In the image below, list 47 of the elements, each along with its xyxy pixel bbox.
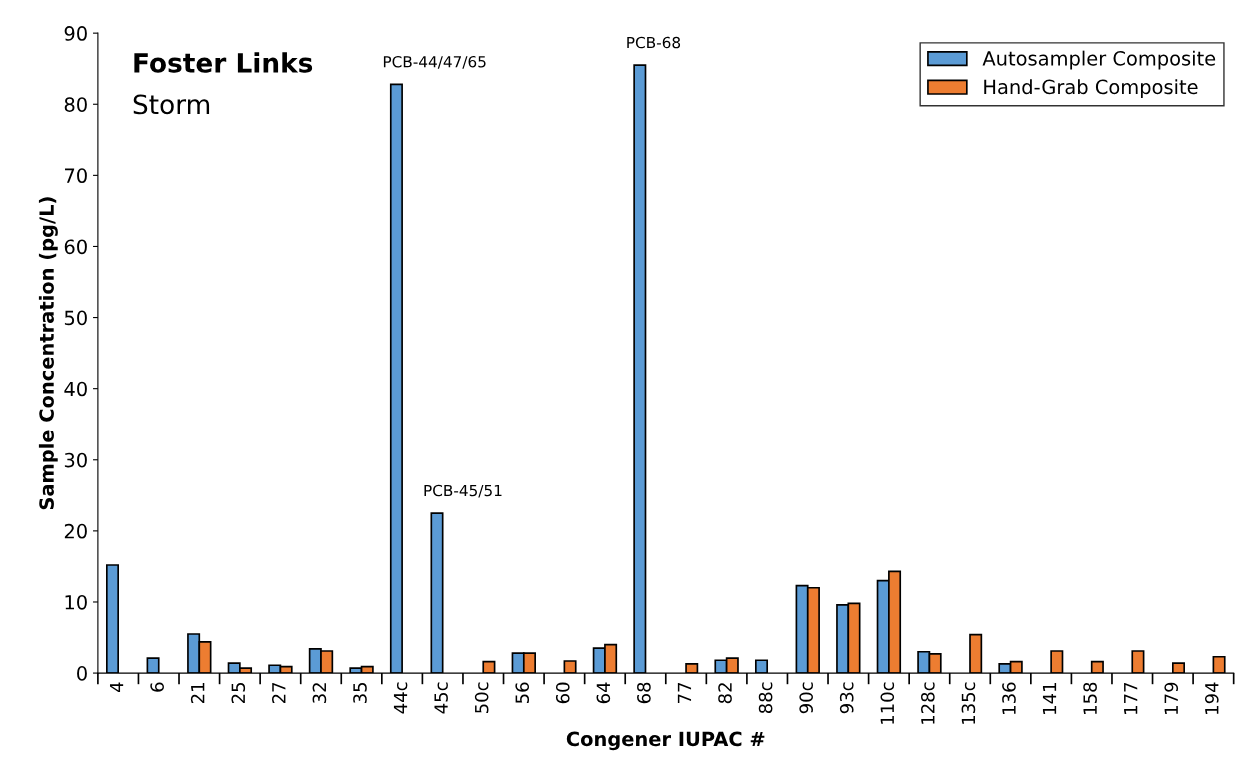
x-tick-label: 27 bbox=[272, 682, 286, 704]
x-tick-label: 128c bbox=[921, 682, 935, 724]
y-tick-label: 20 bbox=[64, 523, 87, 539]
x-tick-label: 110c bbox=[880, 682, 895, 724]
x-tick-label: 56 bbox=[515, 682, 530, 703]
annotation: PCB-68 bbox=[627, 36, 681, 49]
y-tick-label: 10 bbox=[65, 594, 87, 610]
x-tick-label: 35 bbox=[353, 682, 367, 704]
x-tick-label: 90c bbox=[799, 682, 813, 714]
text: Storm bbox=[133, 94, 210, 115]
x-tick-label: 136 bbox=[1002, 682, 1016, 714]
x-axis-title: Congener IUPAC # bbox=[566, 731, 765, 751]
x-tick-label: 4 bbox=[109, 682, 124, 693]
y-tick-label: 80 bbox=[64, 97, 87, 112]
x-tick-label: 50c bbox=[474, 682, 489, 713]
x-tick-label: 194 bbox=[1204, 682, 1219, 714]
x-tick-label: 179 bbox=[1164, 682, 1179, 714]
y-tick-label: 50 bbox=[64, 310, 87, 326]
x-tick-label: 93c bbox=[839, 682, 854, 714]
x-tick-label: 158 bbox=[1083, 682, 1097, 714]
annotation: PCB-45/51 bbox=[424, 484, 502, 498]
x-tick-label: 45c bbox=[434, 682, 448, 714]
legend-label: Autosampler Composite bbox=[982, 50, 1216, 70]
x-tick-label: 6 bbox=[150, 682, 164, 692]
x-tick-label: 64 bbox=[596, 682, 611, 704]
text: Foster Links bbox=[134, 52, 313, 73]
x-tick-label: 25 bbox=[231, 682, 246, 704]
x-tick-label: 82 bbox=[718, 683, 732, 704]
x-tick-label: 177 bbox=[1124, 682, 1138, 714]
x-tick-label: 135c bbox=[961, 682, 976, 724]
x-tick-label: 60 bbox=[555, 682, 570, 704]
y-tick-label: 70 bbox=[65, 168, 87, 184]
x-tick-label: 21 bbox=[190, 683, 205, 704]
x-tick-label: 77 bbox=[677, 682, 692, 703]
x-tick-label: 141 bbox=[1042, 683, 1057, 714]
y-tick-label: 60 bbox=[64, 239, 87, 255]
y-tick-label: 40 bbox=[64, 381, 87, 397]
y-tick-label: 90 bbox=[64, 26, 87, 41]
annotation: PCB-44/47/65 bbox=[383, 55, 486, 69]
y-axis-title: Sample Concentration (pg/L) bbox=[38, 197, 58, 510]
legend-label: Hand-Grab Composite bbox=[984, 79, 1198, 99]
x-tick-label: 68 bbox=[637, 682, 651, 704]
x-tick-label: 88c bbox=[758, 682, 773, 714]
y-tick-label: 0 bbox=[77, 666, 87, 681]
x-tick-label: 44c bbox=[393, 682, 408, 714]
x-tick-label: 32 bbox=[312, 683, 327, 704]
y-tick-label: 30 bbox=[64, 452, 87, 468]
